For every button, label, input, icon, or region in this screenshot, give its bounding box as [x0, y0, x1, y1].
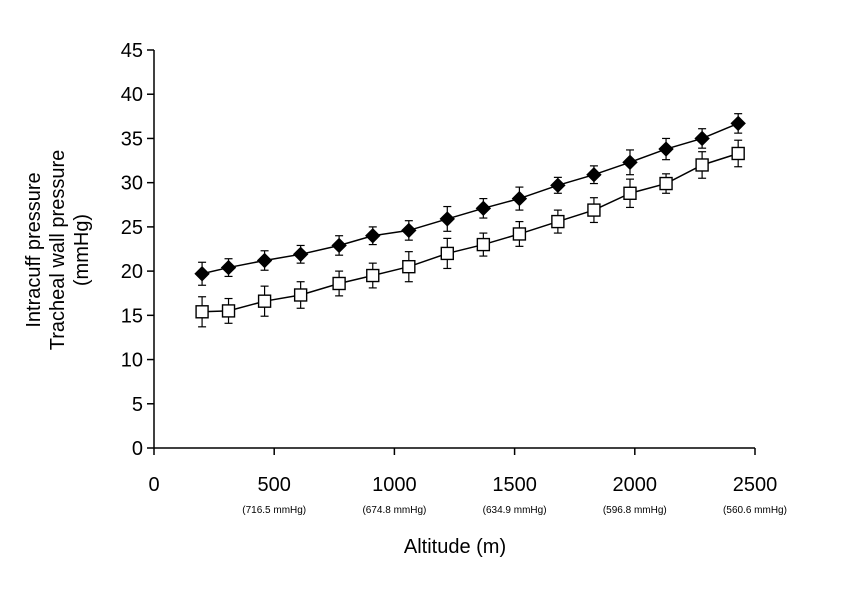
x-sublabel: (596.8 mmHg) [603, 505, 667, 516]
data-point [439, 211, 455, 227]
data-point [331, 237, 347, 254]
data-point [551, 214, 565, 229]
data-point [402, 259, 416, 274]
data-point [659, 176, 673, 191]
y-tick-label: 5 [132, 394, 143, 416]
data-point [658, 141, 674, 157]
data-point [257, 294, 272, 308]
x-tick-label: 1500 [492, 474, 537, 496]
y-axis-title-line: Tracheal wall pressure [47, 150, 69, 350]
data-point [292, 246, 309, 263]
data-point [221, 304, 236, 318]
data-point [622, 154, 638, 171]
x-ticks: 0 500 1000 1500 2000 2500 [148, 448, 777, 496]
data-point [695, 158, 709, 172]
data-point [550, 177, 566, 194]
series-line [202, 152, 739, 313]
data-point [256, 252, 273, 269]
data-point [587, 203, 601, 217]
x-tick-label: 1000 [372, 474, 417, 496]
data-point [512, 227, 527, 241]
y-tick-label: 20 [121, 261, 143, 283]
y-axis-title-line: (mmHg) [71, 214, 93, 286]
series-layer [194, 113, 746, 328]
x-tick-label: 500 [258, 474, 291, 496]
y-tick-label: 15 [121, 305, 143, 327]
data-point [586, 166, 602, 183]
x-sublabel: (634.9 mmHg) [483, 505, 547, 516]
y-tick-label: 30 [121, 173, 143, 195]
axes [153, 50, 755, 449]
data-point [220, 259, 237, 276]
y-ticks: 0 5 10 15 20 25 30 35 40 45 [121, 40, 154, 460]
x-tick-label: 2500 [733, 474, 778, 496]
data-point [511, 190, 528, 207]
x-sublabel: (716.5 mmHg) [242, 505, 306, 516]
y-tick-label: 35 [121, 128, 143, 150]
x-tick-label: 0 [148, 474, 159, 496]
y-tick-label: 40 [121, 84, 143, 106]
x-axis-title: Altitude (m) [404, 536, 506, 558]
y-tick-label: 45 [121, 40, 143, 62]
x-sublabels: (716.5 mmHg) (674.8 mmHg) (634.9 mmHg) (596… [242, 505, 787, 516]
series-2 [195, 139, 745, 328]
x-tick-label: 2000 [613, 474, 658, 496]
data-point [731, 146, 745, 161]
y-tick-label: 10 [121, 350, 143, 372]
x-sublabel: (560.6 mmHg) [723, 505, 787, 516]
data-point [623, 186, 637, 200]
data-point [440, 246, 454, 261]
data-point [401, 222, 417, 239]
data-point [475, 200, 492, 217]
data-point [366, 268, 380, 283]
y-tick-label: 0 [132, 438, 143, 460]
series-line [201, 122, 739, 275]
data-point [195, 305, 209, 319]
y-axis-title: Intracuff pressure Tracheal wall pressure… [23, 150, 93, 350]
x-sublabel: (674.8 mmHg) [362, 505, 426, 516]
data-point [194, 266, 210, 282]
y-axis-title-line: Intracuff pressure [23, 172, 45, 327]
y-tick-label: 25 [121, 217, 143, 239]
data-point [332, 276, 346, 291]
data-point [730, 115, 746, 132]
data-point [694, 130, 710, 147]
data-point [365, 228, 381, 244]
data-point [293, 288, 308, 302]
data-point [476, 237, 491, 252]
series-1 [194, 113, 746, 286]
